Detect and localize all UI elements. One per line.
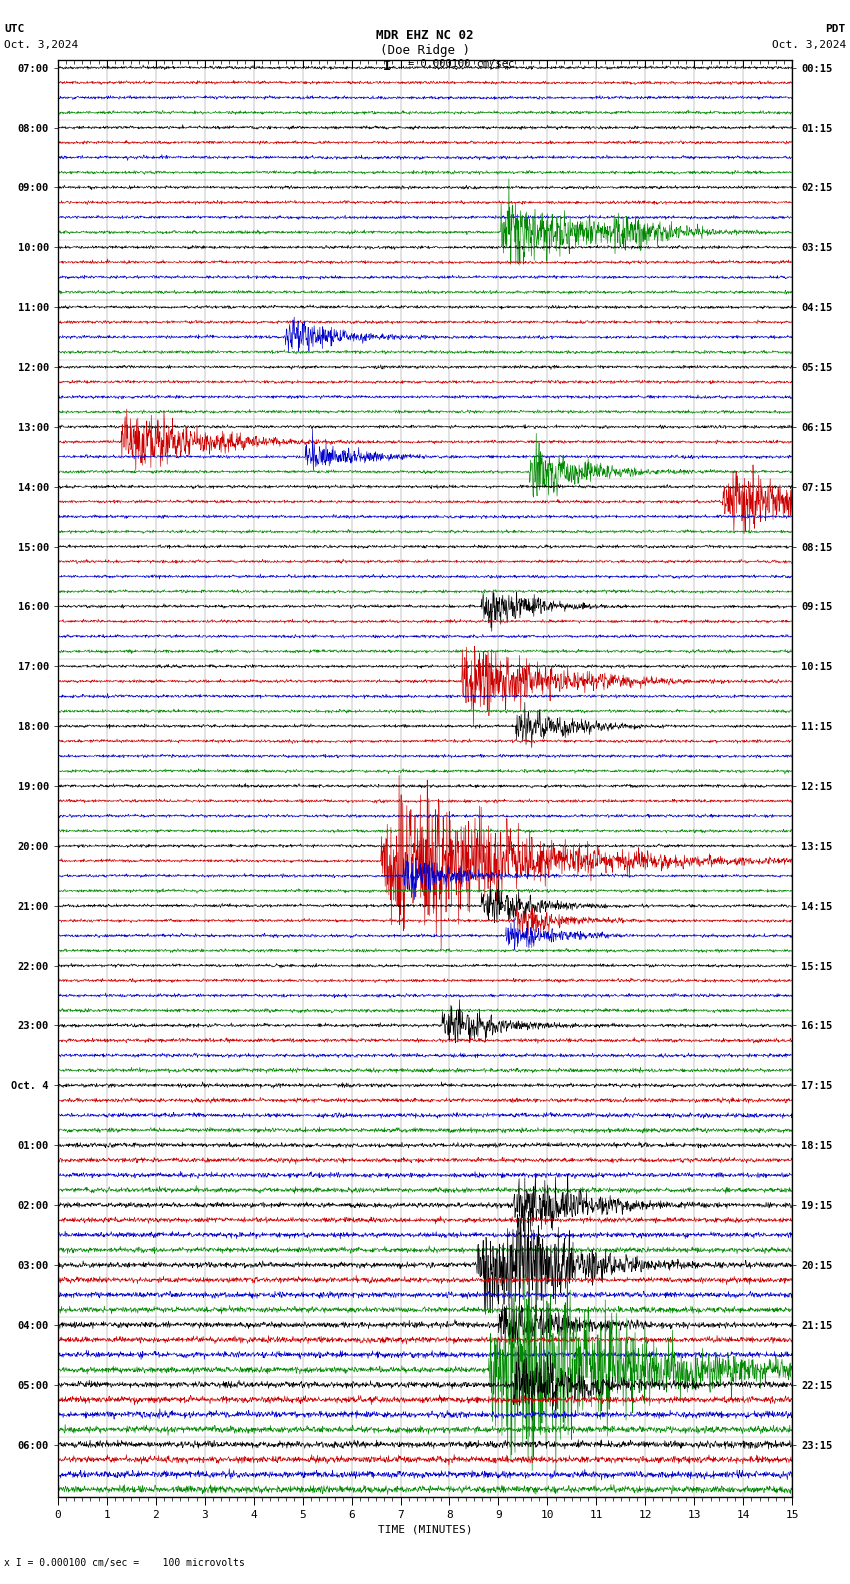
Text: UTC: UTC (4, 24, 25, 33)
Text: Oct. 3,2024: Oct. 3,2024 (772, 40, 846, 49)
Text: (Doe Ridge ): (Doe Ridge ) (380, 44, 470, 57)
Text: = 0.000100 cm/sec: = 0.000100 cm/sec (408, 59, 514, 68)
Text: MDR EHZ NC 02: MDR EHZ NC 02 (377, 29, 473, 41)
Text: Oct. 3,2024: Oct. 3,2024 (4, 40, 78, 49)
Text: I: I (382, 59, 391, 73)
Text: x I = 0.000100 cm/sec =    100 microvolts: x I = 0.000100 cm/sec = 100 microvolts (4, 1559, 245, 1568)
X-axis label: TIME (MINUTES): TIME (MINUTES) (377, 1524, 473, 1535)
Text: PDT: PDT (825, 24, 846, 33)
